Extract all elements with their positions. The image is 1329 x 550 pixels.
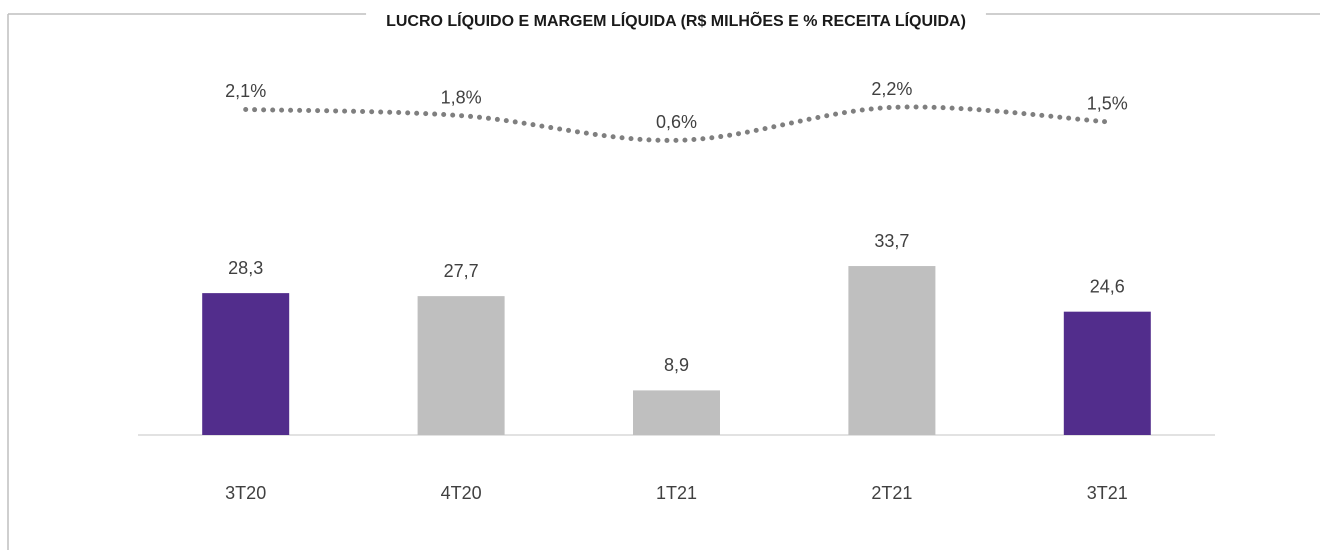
- x-tick-label: 1T21: [656, 483, 697, 503]
- data-label: 2,2%: [871, 79, 912, 99]
- x-tick-label: 3T20: [225, 483, 266, 503]
- chart-title: LUCRO LÍQUIDO E MARGEM LÍQUIDA (R$ MILHÕ…: [386, 10, 966, 30]
- bar: [202, 293, 290, 435]
- data-label: 8,9: [664, 355, 689, 375]
- data-label: 24,6: [1090, 276, 1125, 296]
- line: [243, 104, 1110, 143]
- data-label: 33,7: [874, 231, 909, 251]
- bar: [417, 296, 505, 435]
- x-tick-label: 4T20: [441, 483, 482, 503]
- data-label: 1,5%: [1087, 94, 1128, 114]
- data-label: 27,7: [444, 261, 479, 281]
- data-label: 28,3: [228, 258, 263, 278]
- data-label: 2,1%: [225, 81, 266, 101]
- data-label: 1,8%: [441, 87, 482, 107]
- bar: [848, 266, 936, 435]
- bar: [633, 390, 720, 435]
- data-label: 0,6%: [656, 112, 697, 132]
- bar: [1063, 311, 1151, 435]
- x-tick-label: 3T21: [1087, 483, 1128, 503]
- x-tick-label: 2T21: [871, 483, 912, 503]
